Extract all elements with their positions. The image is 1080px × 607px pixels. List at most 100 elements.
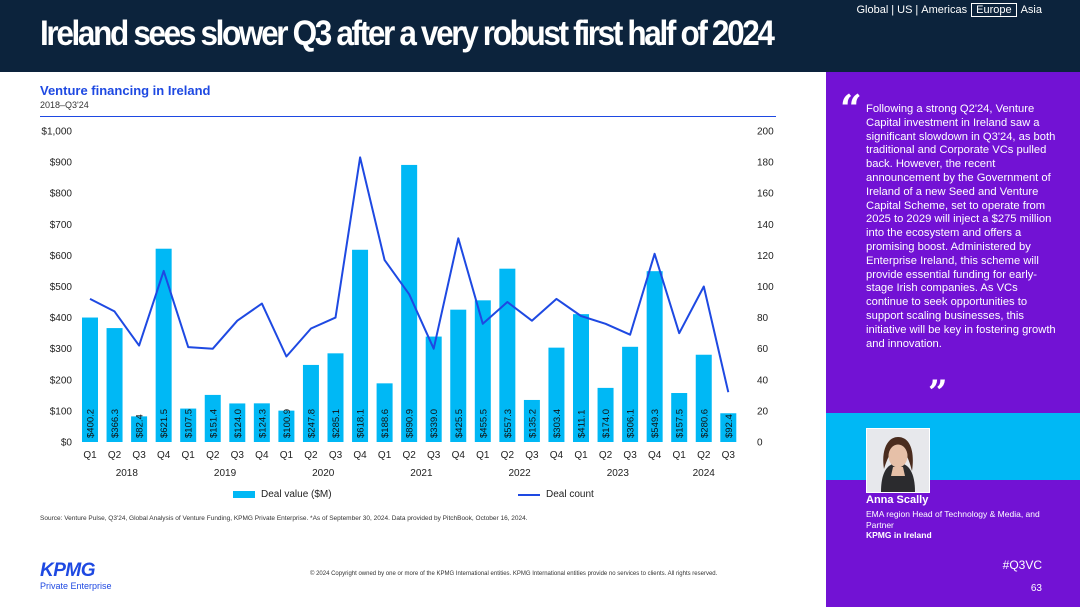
year-tick-label: 2021 (410, 468, 433, 479)
bar-q1-12 (376, 383, 393, 442)
bar-data-label: $280.6 (699, 409, 710, 438)
bar-data-label: $82.4 (135, 414, 146, 438)
quarter-tick-label: Q2 (501, 450, 515, 461)
y-left-tick-label: $100 (50, 406, 73, 417)
quarter-tick-label: Q2 (697, 450, 711, 461)
legend-deal-value: Deal value ($M) (233, 489, 332, 500)
quote-panel (826, 72, 1080, 607)
page-title: Ireland sees slower Q3 after a very robu… (40, 14, 775, 53)
quarter-tick-label: Q3 (427, 450, 441, 461)
bar-q4-11 (352, 249, 369, 442)
region-link-americas[interactable]: Americas (921, 4, 968, 16)
quarter-tick-label: Q4 (452, 450, 466, 461)
copyright-note: © 2024 Copyright owned by one or more of… (310, 571, 718, 577)
venture-financing-chart: $0 $100 $200 $300 $400 $500 $600 $700 $800 $900 $1… (41, 127, 774, 480)
y-right-tick-label: 200 (757, 127, 774, 138)
bar-data-label: $92.4 (724, 414, 735, 438)
bar-q3-10 (327, 353, 344, 442)
legend-deal-value-label: Deal value ($M) (261, 489, 332, 500)
quarter-tick-label: Q1 (673, 450, 687, 461)
bar-data-label: $890.9 (405, 409, 416, 438)
bar-data-label: $400.2 (86, 409, 97, 438)
quarter-tick-label: Q4 (550, 450, 564, 461)
bar-q1-20 (573, 314, 589, 442)
quarter-tick-label: Q1 (476, 450, 490, 461)
kpmg-logo: KPMG Private Enterprise (40, 561, 112, 591)
bar-q1-24 (671, 393, 688, 442)
region-link-us[interactable]: US (897, 4, 913, 16)
quarter-tick-label: Q1 (182, 450, 196, 461)
quarter-tick-label: Q3 (329, 450, 343, 461)
quarter-tick-label: Q2 (304, 450, 318, 461)
title-rule (40, 116, 776, 117)
bar-data-label: $124.3 (257, 409, 268, 438)
legend-bar-swatch (233, 491, 255, 498)
y-right-tick-label: 60 (757, 344, 769, 355)
bar-q3-2 (131, 416, 148, 442)
bar-data-label: $157.5 (675, 409, 686, 438)
bar-data-label: $100.9 (282, 409, 293, 438)
quarter-tick-label: Q3 (525, 450, 539, 461)
bar-data-label: $174.0 (601, 409, 612, 438)
quarter-tick-label: Q2 (108, 450, 122, 461)
bar-q2-9 (302, 364, 319, 442)
bar-q4-23 (646, 271, 663, 442)
hashtag: #Q3VC (1002, 558, 1042, 572)
source-note: Source: Venture Pulse, Q3'24, Global Ana… (40, 515, 528, 522)
y-right-tick-label: 20 (757, 406, 769, 417)
y-left-tick-label: $400 (50, 313, 73, 324)
bar-data-label: $411.1 (577, 410, 588, 438)
quarter-tick-label: Q3 (132, 450, 146, 461)
y-right-tick-label: 180 (757, 158, 774, 169)
bar-data-label: $124.0 (233, 409, 244, 438)
y-left-tick-label: $300 (50, 344, 73, 355)
bar-q1-16 (474, 300, 491, 442)
legend-deal-count: Deal count (518, 489, 594, 500)
bar-q3-18 (523, 399, 540, 442)
person-org: KPMG in Ireland (866, 530, 932, 540)
quarter-tick-label: Q1 (574, 450, 588, 461)
y-right-tick-label: 120 (757, 251, 774, 262)
bar-q1-0 (82, 317, 98, 442)
bar-data-label: $557.3 (503, 409, 514, 438)
quote-text: Following a strong Q2'24, Venture Capita… (866, 103, 1056, 350)
region-link-global[interactable]: Global (856, 4, 889, 16)
bar-q2-13 (401, 164, 418, 442)
y-right-tick-label: 140 (757, 220, 774, 231)
quarter-tick-label: Q4 (255, 450, 269, 461)
quarter-tick-label: Q4 (157, 450, 171, 461)
logo-subtitle: Private Enterprise (40, 581, 112, 591)
quarter-tick-label: Q2 (599, 450, 613, 461)
bar-data-label: $303.4 (552, 409, 563, 438)
quarter-tick-label: Q1 (378, 450, 392, 461)
person-photo-icon (867, 429, 929, 492)
quarter-tick-label: Q4 (648, 450, 662, 461)
chart-subtitle: 2018–Q3'24 (40, 100, 89, 110)
bar-data-label: $285.1 (331, 409, 342, 438)
legend-deal-count-label: Deal count (546, 489, 594, 500)
quarter-tick-label: Q3 (722, 450, 736, 461)
region-separator: | (891, 4, 895, 16)
y-left-tick-label: $600 (50, 251, 73, 262)
y-left-tick-label: $900 (50, 158, 73, 169)
quarter-tick-label: Q2 (402, 450, 416, 461)
year-tick-label: 2022 (509, 468, 532, 479)
region-link-asia[interactable]: Asia (1020, 4, 1042, 16)
region-link-europe[interactable]: Europe (971, 3, 1017, 17)
year-tick-label: 2020 (312, 468, 335, 479)
bar-q3-26 (720, 413, 737, 442)
quarter-tick-label: Q3 (623, 450, 637, 461)
region-separator: | (915, 4, 919, 16)
bar-data-label: $618.1 (356, 409, 367, 438)
bar-q2-5 (204, 394, 221, 442)
bar-q1-8 (278, 410, 295, 442)
year-tick-label: 2018 (116, 468, 139, 479)
year-tick-label: 2023 (607, 468, 630, 479)
bar-q3-14 (425, 336, 442, 442)
person-role: EMA region Head of Technology & Media, a… (866, 509, 1040, 530)
bar-data-label: $151.4 (208, 409, 219, 438)
bar-q4-15 (450, 309, 467, 442)
person-band (826, 413, 1080, 480)
bar-data-label: $107.5 (184, 409, 195, 438)
y-left-tick-label: $1,000 (41, 127, 72, 138)
